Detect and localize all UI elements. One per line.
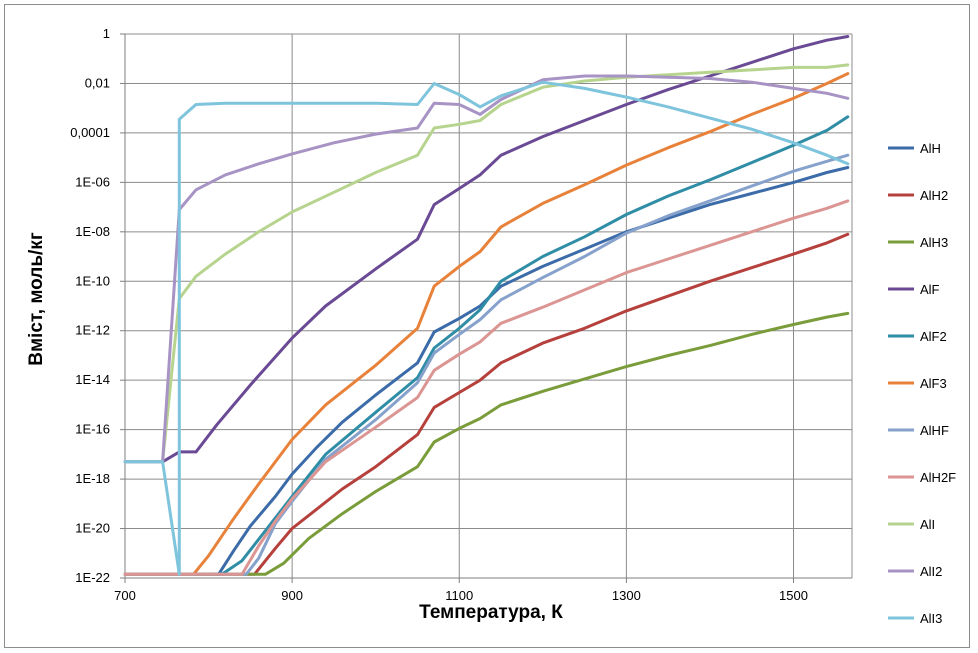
- legend-label-AlH2: AlH2: [920, 188, 948, 203]
- series-line-AlF3: [123, 72, 850, 576]
- y-tick-label: 1E-14: [75, 372, 110, 387]
- y-tick-label: 0,0001: [70, 125, 110, 140]
- y-tick-label: 1E-18: [75, 471, 110, 486]
- x-tick-label: 1100: [445, 588, 473, 603]
- x-axis-title: Температура, К: [419, 602, 563, 623]
- series-line-AlI: [123, 63, 850, 464]
- series-line-AlHF: [123, 153, 850, 576]
- y-tick-label: 1E-20: [75, 521, 110, 536]
- legend-label-AlF2: AlF2: [920, 329, 947, 344]
- grid-lines: [124, 33, 853, 579]
- y-tick-labels: 1E-22 1E-20 1E-18 1E-16 1E-14 1E-12 1E-10 1E-08…: [70, 26, 125, 585]
- chart-frame: [4, 4, 970, 648]
- series-line-AlH3: [123, 311, 850, 576]
- legend: AlH AlH2 AlH3 AlF AlF2 AlF3 AlHF AlH2F AlI AlI2 Al…: [888, 141, 956, 626]
- x-tick-label: 900: [281, 588, 303, 603]
- legend-label-AlF: AlF: [920, 282, 940, 297]
- legend-label-AlI3: AlI3: [920, 611, 942, 626]
- legend-label-AlHF: AlHF: [920, 423, 949, 438]
- series-line-AlH2F: [123, 199, 850, 576]
- legend-label-AlI2: AlI2: [920, 564, 942, 579]
- y-tick-label: 1E-16: [75, 422, 110, 437]
- y-tick-label: 1: [103, 26, 110, 41]
- x-tick-label: 1300: [612, 588, 641, 603]
- series-line-AlI3: [123, 80, 850, 576]
- x-tick-labels: 700 900 1100 1300 1500: [114, 578, 808, 603]
- legend-label-AlI: AlI: [920, 517, 935, 532]
- y-axis-title: Вміст, моль/кг: [26, 232, 47, 366]
- x-tick-label: 1500: [779, 588, 808, 603]
- series-line-AlH2: [123, 232, 850, 576]
- series-line-AlI2: [123, 74, 850, 464]
- legend-label-AlH3: AlH3: [920, 235, 948, 250]
- y-tick-label: 1E-12: [75, 323, 110, 338]
- series-line-AlH: [123, 166, 850, 576]
- y-tick-label: 1E-06: [75, 174, 110, 189]
- x-tick-label: 700: [114, 588, 136, 603]
- legend-label-AlF3: AlF3: [920, 376, 947, 391]
- y-tick-label: 0,01: [85, 75, 110, 90]
- legend-label-AlH: AlH: [920, 141, 941, 156]
- y-tick-label: 1E-22: [75, 570, 110, 585]
- legend-label-AlH2F: AlH2F: [920, 470, 956, 485]
- y-tick-label: 1E-10: [75, 273, 110, 288]
- y-tick-label: 1E-08: [75, 224, 110, 239]
- series-lines: [123, 35, 850, 576]
- series-line-AlF2: [123, 115, 850, 576]
